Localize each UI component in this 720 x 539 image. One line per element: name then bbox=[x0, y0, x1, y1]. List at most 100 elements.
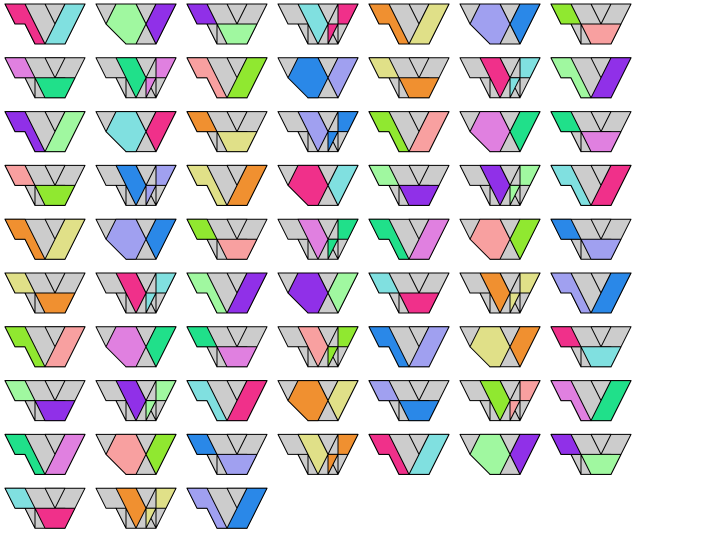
color-piece bbox=[226, 164, 268, 206]
puzzle-tile bbox=[95, 218, 177, 260]
gray-piece bbox=[115, 507, 127, 529]
puzzle-tile bbox=[550, 111, 632, 153]
puzzle-tile bbox=[550, 380, 632, 422]
puzzle-tile bbox=[550, 164, 632, 206]
color-piece bbox=[145, 487, 177, 529]
puzzle-tile bbox=[186, 487, 268, 529]
color-piece bbox=[408, 433, 450, 475]
color-piece bbox=[580, 453, 622, 475]
puzzle-tile bbox=[186, 433, 268, 475]
color-piece bbox=[398, 184, 440, 206]
gray-piece bbox=[24, 184, 36, 206]
color-piece bbox=[186, 380, 228, 422]
gray-piece bbox=[297, 346, 309, 368]
color-piece bbox=[44, 433, 86, 475]
gray-piece bbox=[44, 164, 66, 186]
color-piece bbox=[398, 77, 440, 99]
gray-piece bbox=[115, 400, 127, 422]
color-piece bbox=[4, 433, 46, 475]
gray-piece bbox=[408, 380, 430, 402]
color-piece bbox=[186, 272, 228, 314]
color-piece bbox=[44, 326, 86, 368]
puzzle-tile bbox=[550, 272, 632, 314]
gray-piece bbox=[44, 380, 66, 402]
color-piece bbox=[186, 487, 228, 529]
color-piece bbox=[580, 131, 622, 153]
gray-piece bbox=[226, 3, 248, 25]
color-piece bbox=[34, 400, 76, 422]
gray-piece bbox=[44, 487, 66, 509]
color-piece bbox=[368, 218, 410, 260]
gray-piece bbox=[115, 292, 127, 314]
color-piece bbox=[145, 272, 177, 314]
color-piece bbox=[297, 218, 329, 260]
color-piece bbox=[509, 380, 541, 422]
color-piece bbox=[216, 453, 258, 475]
color-piece bbox=[479, 380, 511, 422]
color-piece bbox=[297, 3, 329, 45]
puzzle-tile bbox=[277, 3, 359, 45]
gray-piece bbox=[388, 292, 400, 314]
color-piece bbox=[368, 111, 410, 153]
puzzle-tile bbox=[368, 164, 450, 206]
color-piece bbox=[479, 272, 511, 314]
puzzle-tile bbox=[95, 326, 177, 368]
puzzle-tile bbox=[459, 57, 541, 99]
gray-piece bbox=[226, 433, 248, 455]
color-piece bbox=[327, 380, 359, 422]
gray-piece bbox=[24, 400, 36, 422]
color-piece bbox=[509, 164, 541, 206]
puzzle-tile bbox=[4, 326, 86, 368]
color-piece bbox=[509, 57, 541, 99]
color-piece bbox=[327, 326, 359, 368]
color-piece bbox=[226, 57, 268, 99]
color-piece bbox=[145, 57, 177, 99]
color-piece bbox=[590, 57, 632, 99]
color-piece bbox=[327, 57, 359, 99]
color-piece bbox=[34, 292, 76, 314]
color-piece bbox=[479, 164, 511, 206]
gray-piece bbox=[226, 326, 248, 348]
puzzle-tile bbox=[550, 57, 632, 99]
color-piece bbox=[115, 57, 147, 99]
color-piece bbox=[115, 272, 147, 314]
color-piece bbox=[186, 164, 228, 206]
puzzle-tile bbox=[277, 272, 359, 314]
puzzle-tile bbox=[368, 380, 450, 422]
color-piece bbox=[408, 326, 450, 368]
color-piece bbox=[4, 3, 46, 45]
puzzle-tile bbox=[95, 272, 177, 314]
color-piece bbox=[186, 57, 228, 99]
puzzle-tile bbox=[95, 380, 177, 422]
puzzle-tile bbox=[95, 433, 177, 475]
color-piece bbox=[590, 164, 632, 206]
gray-piece bbox=[24, 507, 36, 529]
puzzle-tile bbox=[368, 57, 450, 99]
puzzle-tile bbox=[459, 326, 541, 368]
puzzle-tile bbox=[277, 164, 359, 206]
color-piece bbox=[509, 272, 541, 314]
color-piece bbox=[226, 487, 268, 529]
puzzle-tile bbox=[550, 433, 632, 475]
puzzle-tile bbox=[4, 111, 86, 153]
color-piece bbox=[115, 164, 147, 206]
gray-piece bbox=[206, 238, 218, 260]
color-piece bbox=[550, 272, 592, 314]
color-piece bbox=[44, 111, 86, 153]
color-piece bbox=[216, 238, 258, 260]
color-piece bbox=[297, 111, 329, 153]
gray-piece bbox=[590, 3, 612, 25]
color-piece bbox=[145, 111, 177, 153]
puzzle-tile bbox=[95, 487, 177, 529]
color-piece bbox=[115, 380, 147, 422]
gray-piece bbox=[408, 164, 430, 186]
puzzle-tile bbox=[368, 272, 450, 314]
gray-piece bbox=[479, 400, 491, 422]
gray-piece bbox=[570, 346, 582, 368]
color-piece bbox=[44, 3, 86, 45]
color-piece bbox=[327, 3, 359, 45]
color-piece bbox=[580, 346, 622, 368]
gray-piece bbox=[590, 433, 612, 455]
color-piece bbox=[216, 131, 258, 153]
